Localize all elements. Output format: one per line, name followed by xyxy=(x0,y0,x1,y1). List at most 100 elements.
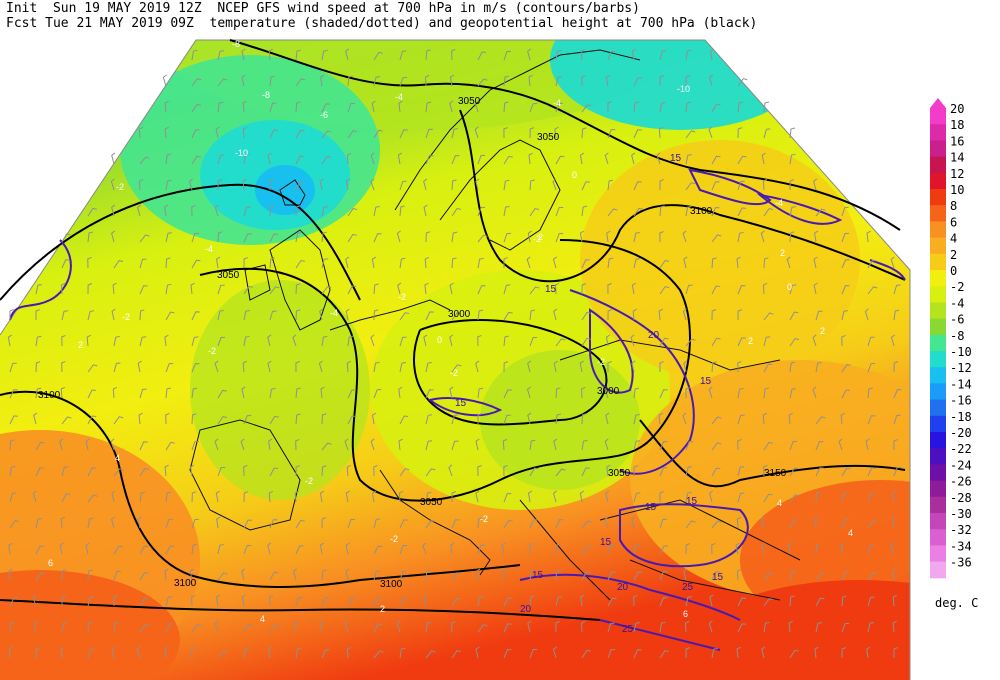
wind-barb xyxy=(762,282,768,295)
wind-barb xyxy=(633,181,642,191)
wind-barb xyxy=(268,438,273,451)
wind-barb xyxy=(631,152,636,165)
wind-contours xyxy=(9,168,906,651)
wind-barb xyxy=(527,412,532,425)
wind-barb xyxy=(711,337,721,347)
wind-barb xyxy=(763,312,774,321)
wind-label: 20 xyxy=(648,330,660,341)
wind-barb xyxy=(737,387,744,399)
wind-barb xyxy=(659,571,668,581)
wind-barb xyxy=(9,439,15,451)
wind-barb xyxy=(321,597,330,607)
wind-barb xyxy=(111,230,116,243)
wind-barb xyxy=(243,285,253,295)
wind-barb xyxy=(814,646,819,659)
wind-barb xyxy=(633,232,640,243)
wind-barb xyxy=(685,101,691,113)
wind-barb xyxy=(866,230,871,243)
legend-swatch xyxy=(930,383,946,401)
wind-barb xyxy=(32,490,37,503)
wind-barb xyxy=(555,596,563,607)
wind-barb xyxy=(243,623,253,633)
wind-barb xyxy=(422,542,427,555)
wind-barb xyxy=(477,51,487,61)
legend-swatch xyxy=(930,561,946,579)
wind-barb xyxy=(763,572,774,581)
wind-barb xyxy=(165,491,172,503)
wind-barb xyxy=(708,386,713,399)
wind-barb xyxy=(814,516,820,529)
wind-barb xyxy=(474,126,479,139)
wind-barb xyxy=(477,595,484,607)
wind-barb xyxy=(112,282,117,295)
legend-label: -28 xyxy=(950,491,972,505)
wind-barb xyxy=(841,595,847,607)
wind-barb xyxy=(891,516,896,529)
wind-barb xyxy=(9,520,20,529)
wind-barb xyxy=(139,491,146,503)
wind-barb xyxy=(763,128,771,139)
wind-barb xyxy=(555,519,564,529)
wind-barb xyxy=(789,206,797,217)
wind-barb xyxy=(191,440,199,451)
legend-swatch xyxy=(930,253,946,271)
wind-barb xyxy=(737,414,745,425)
wind-barb xyxy=(867,336,875,347)
wind-barb xyxy=(139,234,150,243)
wind-barb xyxy=(737,207,747,217)
wind-barb xyxy=(633,77,643,87)
wind-barb xyxy=(35,572,46,581)
wind-barb xyxy=(890,334,895,347)
wind-barb xyxy=(113,621,120,633)
wind-barb xyxy=(685,466,693,477)
wind-barb xyxy=(763,101,769,113)
wind-barb xyxy=(893,414,901,425)
wind-barb xyxy=(113,595,118,607)
wind-barb xyxy=(893,389,902,399)
legend-label: -18 xyxy=(950,410,972,424)
wind-barb xyxy=(633,207,643,217)
wind-barb xyxy=(61,259,70,269)
wind-barb xyxy=(841,285,850,295)
wind-barb xyxy=(61,360,66,373)
wind-barb xyxy=(737,309,743,321)
legend-label: 16 xyxy=(950,134,964,148)
wind-barb xyxy=(737,361,742,373)
wind-barb xyxy=(139,441,148,451)
wind-barb xyxy=(685,338,696,347)
wind-barb xyxy=(318,360,323,373)
wind-barb xyxy=(243,153,250,165)
wind-barb xyxy=(451,620,456,633)
wind-barb xyxy=(373,309,379,321)
wind-label: 15 xyxy=(545,284,557,295)
wind-barb xyxy=(347,285,357,295)
wind-barb xyxy=(60,386,66,399)
wind-barb xyxy=(33,412,38,425)
wind-barb xyxy=(269,310,277,321)
wind-barb xyxy=(423,594,428,607)
height-label: 3050 xyxy=(608,468,631,479)
legend-swatch xyxy=(930,432,946,449)
wind-barb xyxy=(371,100,376,113)
legend-swatch xyxy=(930,415,946,433)
wind-barb xyxy=(554,126,559,139)
wind-barb xyxy=(815,572,826,581)
temp-label: 2 xyxy=(380,604,385,614)
wind-barb xyxy=(397,282,402,295)
wind-barb xyxy=(788,620,793,633)
wind-barb xyxy=(399,205,405,217)
wind-barb xyxy=(763,336,771,347)
wind-barb xyxy=(735,542,740,555)
wind-barb xyxy=(32,594,37,607)
wind-barb xyxy=(607,101,612,113)
wind-barb xyxy=(659,50,667,61)
wind-barb xyxy=(347,389,357,399)
wind-barb xyxy=(736,256,741,269)
wind-barb xyxy=(841,363,851,373)
wind-barb xyxy=(215,594,220,607)
wind-barb xyxy=(711,155,721,165)
wind-barb xyxy=(503,127,508,139)
wind-barb xyxy=(243,647,250,659)
wind-barb xyxy=(217,154,225,165)
wind-barb xyxy=(320,74,325,87)
